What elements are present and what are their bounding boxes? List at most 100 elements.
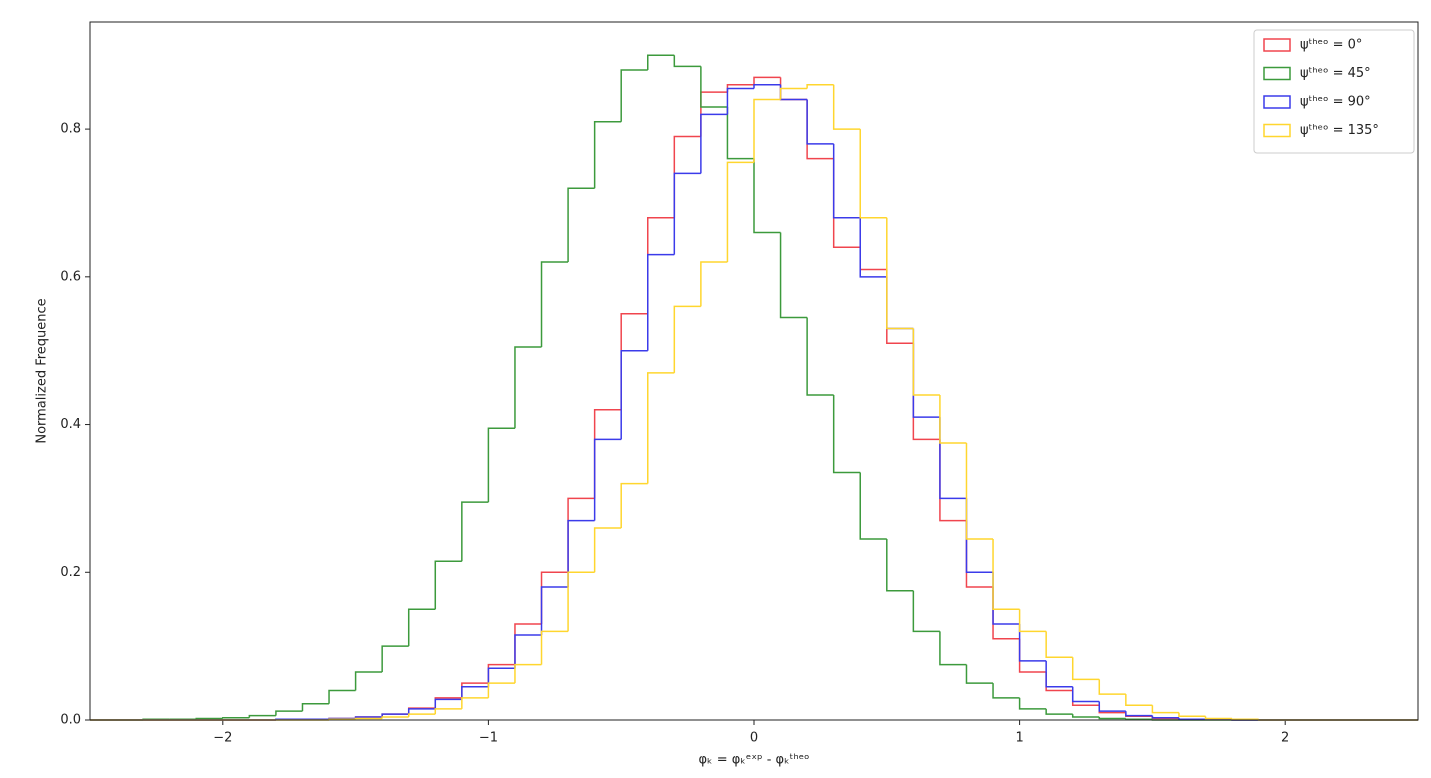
x-tick-label: −2	[213, 731, 232, 746]
histogram-bin	[859, 247, 887, 271]
histogram-bin	[832, 395, 861, 474]
histogram-bin	[222, 717, 250, 719]
histogram-bin	[965, 520, 994, 588]
legend-box	[1253, 29, 1415, 154]
histogram-bin	[620, 69, 648, 122]
y-tick-label: 0.6	[60, 269, 81, 284]
histogram-bin	[779, 232, 808, 319]
histogram-bin	[912, 590, 940, 633]
histogram-bin	[1178, 717, 1206, 721]
histogram-bin	[434, 560, 462, 610]
histogram-bin	[593, 120, 622, 189]
histogram-bin	[832, 158, 861, 249]
histogram-bin	[1018, 609, 1047, 633]
histogram-bin	[1045, 708, 1073, 715]
histogram-bin	[1045, 671, 1073, 692]
histogram-bin	[859, 472, 887, 540]
histogram-bin	[992, 539, 1020, 610]
histogram-bin	[779, 84, 808, 101]
histogram-bin	[700, 113, 728, 174]
histogram-bin	[487, 682, 515, 698]
histogram-bin	[540, 571, 569, 624]
histogram-bin	[540, 261, 569, 347]
histogram-bin	[328, 689, 356, 704]
histogram-bin	[1204, 716, 1233, 720]
histogram-bin	[859, 217, 887, 278]
histogram-bin	[461, 501, 489, 562]
histogram-bin	[275, 710, 303, 716]
histogram-bin	[540, 630, 569, 665]
histogram-bin	[965, 443, 994, 540]
histogram-bin	[912, 343, 940, 441]
histogram-bin	[461, 697, 489, 709]
histogram-bin	[753, 158, 781, 234]
legend-swatch	[1263, 95, 1291, 109]
histogram-bin	[1125, 694, 1153, 706]
y-tick-label: 0.8	[60, 122, 81, 137]
histogram-bin	[407, 708, 436, 715]
histogram-bin	[540, 586, 569, 636]
histogram-bin	[620, 482, 648, 528]
histogram-bin	[567, 187, 595, 263]
histogram-bin	[593, 527, 622, 573]
histogram-bin	[886, 539, 914, 592]
histogram-bin	[593, 438, 622, 521]
y-tick-label: 0.2	[60, 565, 81, 580]
legend-label: ψᵗʰᵉᵒ = 90°	[1300, 95, 1371, 110]
histogram-bin	[514, 663, 542, 684]
histogram-bin	[1045, 631, 1073, 658]
histogram-bin	[354, 717, 383, 720]
histogram-bin	[939, 631, 967, 666]
histogram-bin	[779, 87, 808, 100]
histogram-bin	[673, 172, 701, 255]
histogram-bin	[939, 417, 967, 500]
y-tick-label: 0.4	[60, 417, 81, 432]
histogram-bin	[593, 409, 622, 499]
histogram-bin	[354, 671, 383, 691]
histogram-bin	[700, 261, 728, 307]
histogram-bin	[965, 664, 994, 684]
histogram-bin	[806, 317, 834, 396]
legend-swatch	[1263, 38, 1291, 52]
histogram-bin	[567, 519, 595, 588]
histogram-bin	[939, 439, 967, 522]
plot-area	[90, 54, 1418, 721]
histogram-bin	[248, 714, 276, 718]
histogram-bin	[1018, 697, 1047, 710]
histogram-bin	[1018, 638, 1047, 673]
histogram-bin	[726, 106, 754, 160]
histogram-bin	[912, 328, 940, 418]
histogram-bin	[407, 713, 436, 718]
histogram-bin	[1045, 660, 1073, 688]
histogram-bin	[912, 328, 940, 396]
histogram-bin	[620, 313, 648, 410]
histogram-bin	[992, 683, 1020, 699]
histogram-bin	[195, 717, 223, 720]
histogram-bin	[620, 349, 648, 440]
histogram-bin	[1151, 715, 1179, 719]
legend-swatch	[1263, 123, 1291, 138]
histogram-bin	[965, 498, 994, 574]
legend-label: ψᵗʰᵉᵒ = 0°	[1300, 38, 1362, 53]
histogram-bin	[1098, 717, 1126, 720]
histogram-bin	[301, 703, 330, 712]
histogram-bin	[992, 572, 1020, 625]
histogram-bin	[407, 608, 436, 647]
histogram-bin	[647, 216, 675, 314]
histogram-bin	[673, 55, 701, 68]
histogram-bin	[1071, 657, 1100, 681]
histogram-bin	[1071, 686, 1100, 703]
histogram-bin	[673, 305, 701, 373]
histogram-bin	[461, 686, 489, 700]
histogram-bin	[1018, 623, 1047, 662]
histogram-bin	[1098, 701, 1126, 712]
x-tick-label: 1	[1015, 731, 1023, 746]
histogram-bin	[832, 84, 861, 130]
histogram-bin	[434, 708, 462, 715]
x-axis-label: φₖ = φₖᵉˣᵖ - φₖᵗʰᵉᵒ	[698, 753, 809, 768]
y-tick-label: 0.0	[60, 713, 81, 728]
histogram-bin	[700, 66, 728, 108]
histogram-bin	[1098, 679, 1126, 695]
histogram-bin	[381, 645, 409, 672]
